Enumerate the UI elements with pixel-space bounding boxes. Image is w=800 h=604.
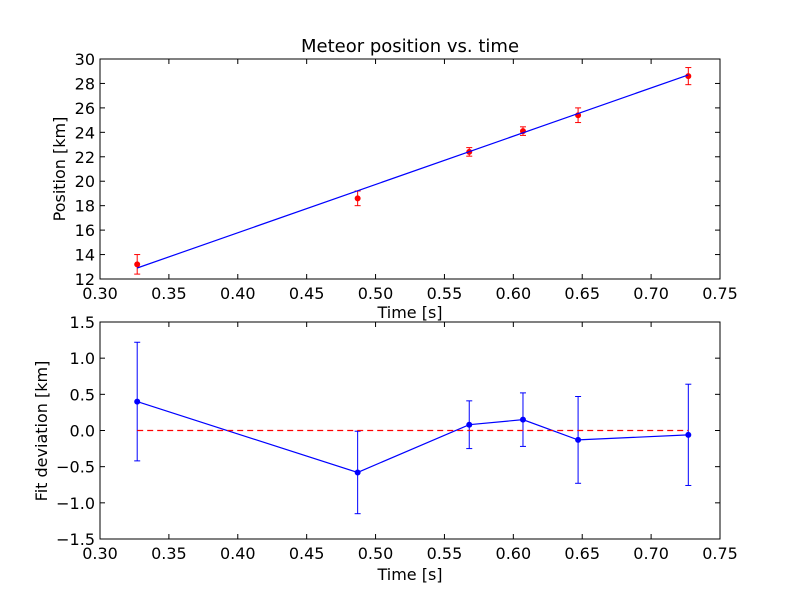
bottom-data-point [575,436,582,443]
top-ytick-label: 16 [75,221,95,240]
top-ytick-label: 28 [75,74,95,93]
top-chart-title: Meteor position vs. time [301,36,519,57]
top-ytick-label: 14 [75,246,95,265]
bottom-data-point [685,431,692,438]
bottom-data-point [354,469,361,476]
top-xtick-label: 0.50 [358,284,394,303]
bottom-xtick-label: 0.60 [496,544,532,563]
bottom-ytick-label: −1.5 [56,530,95,549]
bottom-ytick-label: −1.0 [56,494,95,513]
top-xtick-label: 0.45 [289,284,325,303]
top-ytick-label: 20 [75,172,95,191]
top-xtick-label: 0.30 [82,284,118,303]
bottom-xtick-label: 0.50 [358,544,394,563]
top-xtick-label: 0.70 [633,284,669,303]
top-xtick-label: 0.35 [151,284,187,303]
bottom-ytick-label: −0.5 [56,458,95,477]
bottom-xtick-label: 0.40 [220,544,256,563]
top-ytick-label: 26 [75,99,95,118]
bottom-xtick-label: 0.65 [564,544,600,563]
bottom-data-point [466,421,473,428]
top-axes-frame [99,58,721,280]
top-data-point [354,195,361,202]
top-ytick-label: 22 [75,148,95,167]
top-ytick-label: 12 [75,270,95,289]
bottom-ytick-label: 0.0 [70,422,95,441]
bottom-xtick-label: 0.30 [82,544,118,563]
bottom-xtick-label: 0.70 [633,544,669,563]
bottom-data-point [519,416,526,423]
bottom-chart-ylabel: Fit deviation [km] [32,361,51,502]
top-xtick-label: 0.75 [702,284,738,303]
bottom-xtick-label: 0.35 [151,544,187,563]
bottom-chart-plot-area: 0.30 0.35 0.40 0.45 0.50 0.55 0.60 0.65 0.70 0.75… [56,313,738,563]
top-data-point [134,261,141,268]
top-ytick-label: 18 [75,197,95,216]
bottom-chart-xlabel: Time [s] [376,565,442,584]
top-chart-plot-area: 0.30 0.35 0.40 0.45 0.50 0.55 0.60 0.65 0.70 0.75… [75,50,738,303]
bottom-ytick-label: 0.5 [70,385,95,404]
top-chart-xlabel: Time [s] [376,303,442,322]
bottom-deviation-line [137,400,689,474]
bottom-ytick-label: 1.0 [70,349,95,368]
top-ytick-label: 30 [75,50,95,69]
top-fit-line [137,74,689,269]
bottom-data-point [134,398,141,405]
top-chart-ylabel: Position [km] [50,117,69,222]
top-xtick-label: 0.40 [220,284,256,303]
top-xtick-label: 0.55 [427,284,463,303]
bottom-xtick-label: 0.75 [702,544,738,563]
top-ytick-label: 24 [75,123,95,142]
bottom-xtick-label: 0.45 [289,544,325,563]
top-xtick-label: 0.60 [496,284,532,303]
bottom-ytick-label: 1.5 [70,313,95,332]
bottom-xtick-label: 0.55 [427,544,463,563]
top-xtick-label: 0.65 [564,284,600,303]
